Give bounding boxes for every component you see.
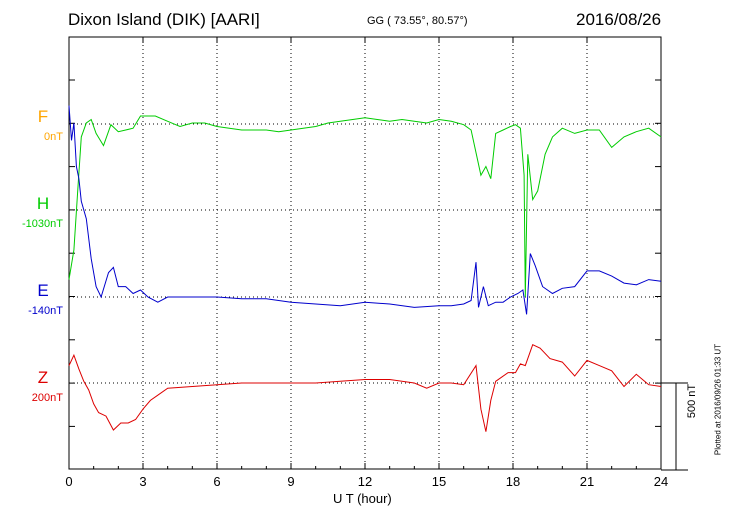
- channel-f-baseline: 0nT: [44, 131, 63, 143]
- series-z-line: [68, 344, 662, 432]
- series-e-line: [68, 105, 662, 315]
- channel-f-label: F: [37, 107, 49, 126]
- x-tick-label: 0: [65, 474, 72, 489]
- x-tick-label: 6: [213, 474, 220, 489]
- channel-z-label: Z: [37, 368, 49, 387]
- channel-e-label: E: [37, 281, 49, 300]
- channel-h-label: H: [36, 194, 50, 213]
- x-tick-label: 24: [654, 474, 668, 489]
- x-tick-label: 9: [287, 474, 294, 489]
- x-tick-label: 21: [580, 474, 594, 489]
- channel-z-baseline: 200nT: [31, 392, 63, 404]
- scale-bar-label: 500 nT: [686, 383, 699, 419]
- station-title: Dixon Island (DIK) [AARI]: [68, 10, 260, 29]
- x-tick-label: 12: [358, 474, 372, 489]
- coordinates-label: GG ( 73.55°, 80.57°): [367, 15, 468, 27]
- plotted-timestamp: Plotted at 2016/09/26 01:33 UT: [713, 343, 723, 456]
- x-tick-label: 15: [432, 474, 446, 489]
- series-h-line: [68, 115, 662, 298]
- channel-h-baseline: -1030nT: [22, 218, 63, 230]
- x-axis-label: U T (hour): [333, 491, 392, 506]
- x-tick-label: 18: [506, 474, 520, 489]
- channel-e-baseline: -140nT: [28, 305, 63, 317]
- x-tick-label: 3: [139, 474, 146, 489]
- date-label: 2016/08/26: [576, 10, 662, 29]
